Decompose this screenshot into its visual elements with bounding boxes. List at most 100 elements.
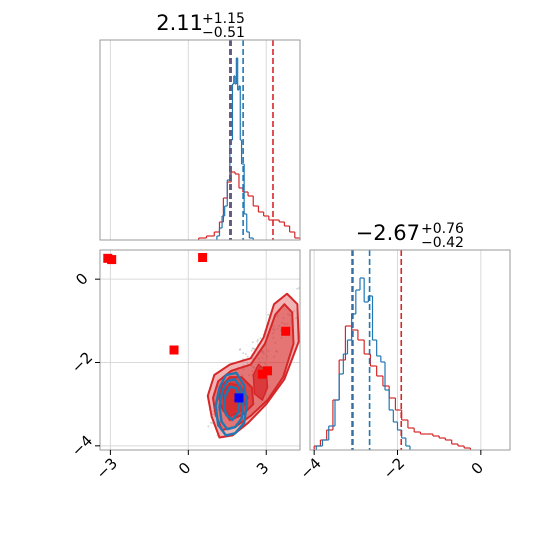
blue-contour-mid (218, 377, 245, 431)
x-tick-label: 0 (468, 459, 487, 478)
sample-point (256, 338, 259, 341)
x-tick-label: −4 (296, 454, 324, 482)
title-minus: −0.42 (421, 235, 464, 251)
red-square-marker (281, 326, 291, 336)
grid-lines (313, 250, 482, 450)
sample-point (272, 325, 275, 328)
sample-point (286, 323, 289, 326)
x-axis-ticks: −4 −2 0 (296, 450, 487, 483)
sample-point (272, 336, 275, 339)
blue-contours (214, 371, 248, 437)
sample-point (267, 349, 270, 352)
sample-point (246, 355, 249, 358)
y-tick-label: 0 (72, 269, 91, 288)
markers (103, 253, 291, 403)
sample-point (273, 355, 276, 358)
title-plus: +0.76 (421, 221, 464, 237)
sample-point (207, 425, 210, 428)
sample-point (209, 421, 212, 424)
sample-point (261, 356, 264, 359)
red-square-marker (263, 366, 273, 376)
x-tick-label: −3 (93, 454, 121, 482)
sample-point (266, 355, 269, 358)
sample-point (244, 353, 247, 356)
sample-point (295, 317, 298, 320)
blue-square-marker (234, 393, 244, 403)
sample-point (252, 347, 255, 350)
sample-point (276, 327, 279, 330)
sample-point (212, 413, 215, 416)
x-axis-ticks: −3 0 3 (93, 450, 272, 483)
sample-point (241, 373, 244, 376)
sample-point (280, 336, 283, 339)
quantile-lines (351, 250, 403, 450)
x-tick-label: −2 (380, 454, 408, 482)
marginal-histogram-y-panel: −4 −2 0 −2.67 +0.76 −0.42 (296, 221, 511, 483)
sample-point (261, 351, 264, 354)
sample-point (242, 352, 245, 355)
sample-point (286, 313, 289, 316)
histogram-series (313, 277, 472, 450)
sample-point (302, 290, 304, 292)
sample-point (259, 337, 262, 340)
blue-contour-outer (214, 371, 248, 437)
panel-background (310, 250, 510, 450)
y-tick-label: −4 (68, 432, 96, 460)
sample-point (248, 374, 251, 377)
sample-point (301, 289, 303, 291)
marginal-histogram-x-panel: 2.11 +1.15 −0.51 (99, 11, 301, 241)
sample-point (252, 366, 255, 369)
sample-point (296, 287, 299, 290)
red-square-marker (107, 255, 117, 265)
sample-point (242, 368, 245, 371)
histogram-series (198, 57, 301, 240)
sample-point (272, 332, 275, 335)
grid-lines (109, 40, 267, 240)
sample-point (250, 349, 253, 352)
title-plus: +1.15 (202, 11, 245, 27)
sample-point (251, 341, 254, 344)
sample-point (246, 362, 249, 365)
title-value: 2.11 (156, 11, 203, 35)
histogram-blue (315, 277, 411, 450)
sample-point (262, 352, 265, 355)
sample-point (283, 322, 286, 325)
sample-point (259, 361, 262, 364)
panel-background (100, 40, 300, 240)
sample-point (212, 410, 215, 413)
sample-point (251, 370, 254, 373)
sample-point (256, 340, 259, 343)
sample-point (274, 341, 277, 344)
sample-point (281, 321, 284, 324)
sample-point (271, 328, 274, 331)
red-square-marker (198, 253, 208, 262)
blue-contour-inner (222, 385, 241, 422)
red-square-marker (257, 369, 267, 379)
sample-point (276, 314, 279, 317)
panel-frame (99, 249, 301, 451)
sample-point (278, 324, 281, 327)
quantile-lines (229, 40, 274, 240)
joint-contour-panel: −3 0 3 0 −2 −4 (68, 249, 304, 483)
sample-point (293, 309, 296, 312)
sample-point (288, 314, 291, 317)
sample-point (282, 317, 285, 320)
y-axis-ticks: 0 −2 −4 (68, 269, 100, 460)
grid-lines (100, 250, 300, 450)
title-minus: −0.51 (202, 25, 245, 41)
red-contours (206, 292, 300, 439)
y-tick-label: −2 (68, 348, 96, 376)
sample-point (263, 362, 266, 365)
x-tick-label: 3 (253, 459, 272, 478)
sample-point (257, 357, 260, 360)
sample-point (267, 313, 270, 316)
panel-frame (99, 39, 301, 241)
sample-point (275, 350, 278, 353)
panel-frame (309, 249, 511, 451)
histogram-red (313, 325, 472, 450)
title-value: −2.67 (356, 221, 420, 245)
sample-point (238, 348, 241, 351)
sample-point (273, 329, 276, 332)
x-tick-label: 0 (175, 459, 194, 478)
